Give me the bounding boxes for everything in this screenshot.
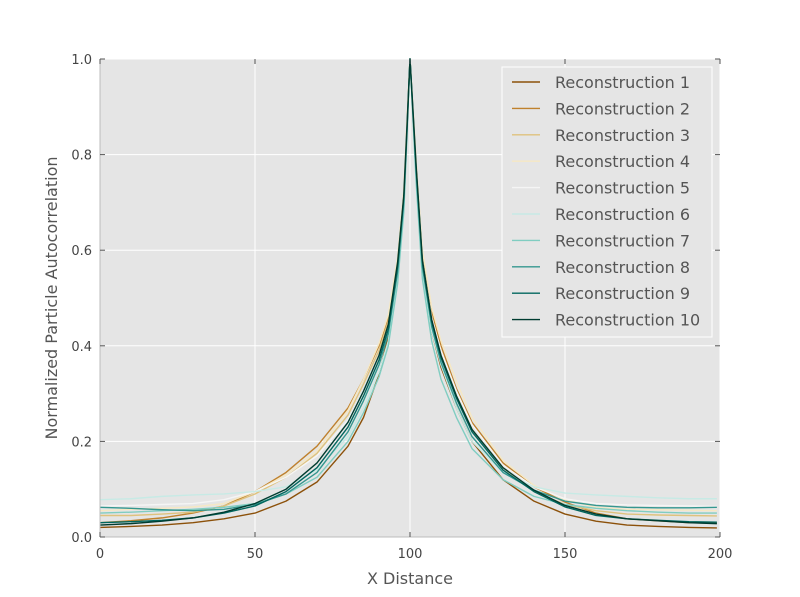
y-tick-label: 0.2	[71, 435, 92, 450]
series-layer	[99, 58, 717, 529]
legend-label: Reconstruction 2	[555, 99, 690, 118]
x-axis-title: X Distance	[367, 569, 453, 588]
series-line-reconstruction-10	[99, 58, 717, 526]
x-tick-label: 100	[398, 547, 423, 562]
y-tick-label: 0.0	[71, 531, 92, 546]
legend-label: Reconstruction 10	[555, 311, 700, 330]
legend-label: Reconstruction 4	[555, 152, 690, 171]
ticks	[99, 58, 721, 538]
legend-label: Reconstruction 7	[555, 231, 690, 250]
y-tick-label: 1.0	[71, 53, 92, 68]
y-tick-label: 0.4	[71, 340, 92, 355]
x-tick-label: 0	[96, 547, 104, 562]
legend-box	[501, 66, 713, 338]
y-tick-label: 0.8	[71, 149, 92, 164]
legend-label: Reconstruction 9	[555, 284, 690, 303]
legend-label: Reconstruction 1	[555, 73, 690, 92]
legend-label: Reconstruction 8	[555, 258, 690, 277]
y-axis-title: Normalized Particle Autocorrelation	[42, 156, 61, 439]
x-tick-label: 150	[553, 547, 578, 562]
x-tick-label: 200	[708, 547, 733, 562]
x-tick-label: 50	[247, 547, 264, 562]
legend-label: Reconstruction 5	[555, 179, 690, 198]
tick-labels: 0 50 100 150 200 0.0 0.2 0.4 0.6 0.8 1.0	[71, 53, 732, 562]
legend-label: Reconstruction 6	[555, 205, 690, 224]
legend-label: Reconstruction 3	[555, 126, 690, 145]
legend: Reconstruction 1 Reconstruction 2 Reconstr…	[501, 66, 713, 338]
y-tick-label: 0.6	[71, 244, 92, 259]
